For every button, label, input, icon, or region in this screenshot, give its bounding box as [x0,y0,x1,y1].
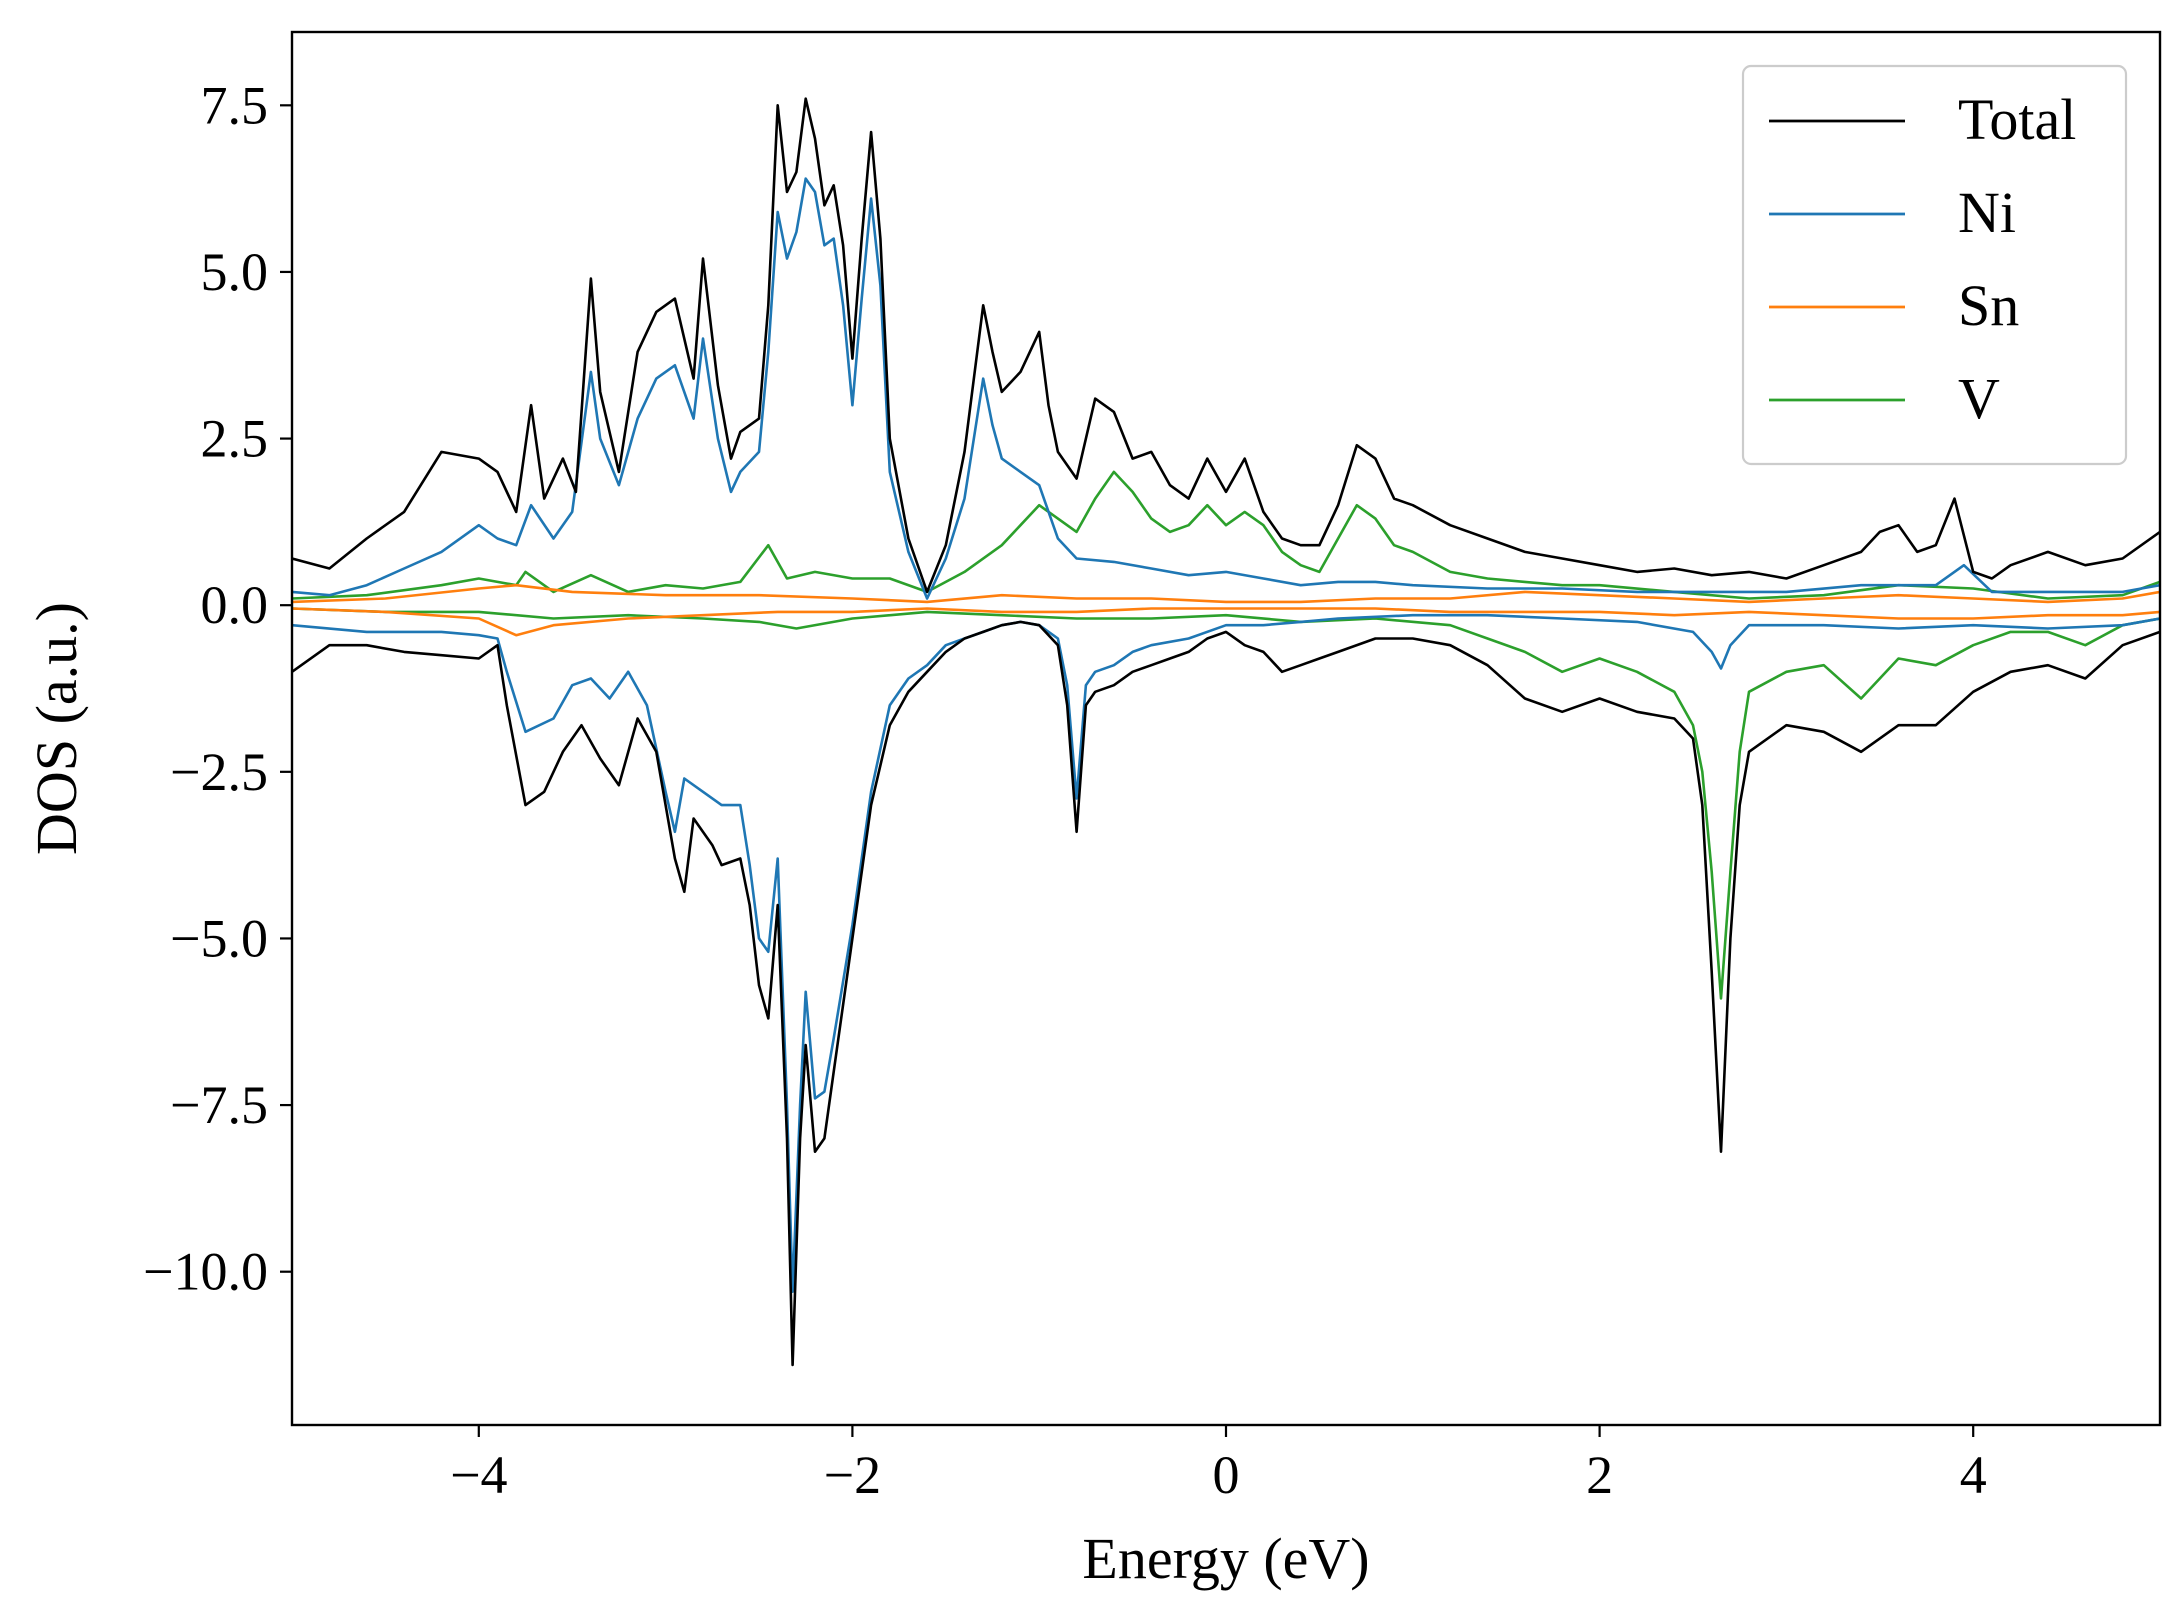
series-line-ni-spin-down [292,613,2160,1293]
ticks-layer: −4 −2 0 2 4 7.5 5.0 2.5 0.0 −2.5 −5.0 −7.5 −10.0 [143,75,1987,1505]
x-tick-label: −2 [824,1445,881,1505]
series-line-sn-spin-up [292,583,2160,604]
x-tick-label: 2 [1586,1445,1613,1505]
legend-box [1741,64,2128,466]
x-axis-label: Energy (eV) [1082,1526,1369,1591]
series-layer [292,97,2160,1367]
x-tick-label: 4 [1960,1445,1987,1505]
legend-label-total: Total [1958,87,2076,152]
legend-label-sn: Sn [1958,273,2019,338]
legend-label-v: V [1958,366,2000,431]
series-line-v-spin-up [292,470,2160,600]
series-line-total-spin-down [292,620,2160,1367]
series-line-ni-spin-up [292,177,2160,600]
y-tick-label: −7.5 [170,1075,268,1135]
series-line-total-spin-up [292,97,2160,594]
y-tick-label: 7.5 [201,75,269,135]
y-tick-label: −10.0 [143,1242,268,1302]
series-line-sn-spin-down [292,607,2160,637]
y-tick-label: −2.5 [170,742,268,802]
y-tick-label: 5.0 [201,242,269,302]
legend-label-ni: Ni [1958,180,2016,245]
series-line-v-spin-down [292,607,2160,1000]
legend: Total Ni Sn V [1741,64,2128,466]
y-tick-label: 2.5 [201,409,269,469]
y-tick-label: 0.0 [201,575,269,635]
y-tick-label: −5.0 [170,908,268,968]
x-tick-label: 0 [1213,1445,1240,1505]
x-tick-label: −4 [450,1445,507,1505]
y-axis-label: DOS (a.u.) [24,602,89,855]
